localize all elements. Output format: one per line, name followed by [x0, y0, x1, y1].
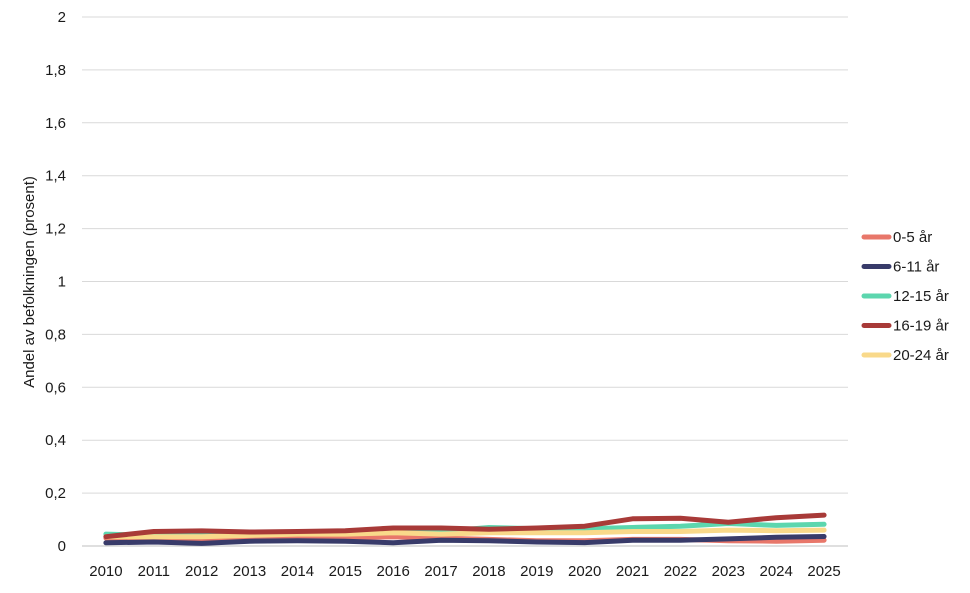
y-tick-label: 0,6 — [45, 379, 66, 396]
y-axis-title: Andel av befolkningen (prosent) — [21, 176, 38, 388]
x-tick-label: 2019 — [520, 563, 553, 580]
y-tick-label: 1,8 — [45, 62, 66, 79]
x-tick-label: 2016 — [377, 563, 410, 580]
y-tick-label: 1 — [58, 274, 66, 291]
x-tick-label: 2020 — [568, 563, 601, 580]
x-tick-label: 2011 — [138, 563, 170, 580]
y-tick-label: 1,2 — [45, 221, 66, 238]
gridlines — [82, 16, 848, 547]
y-tick-label: 0,8 — [45, 326, 66, 343]
legend-label: 6-11 år — [893, 259, 939, 276]
series-line — [103, 512, 827, 540]
x-tick-label: 2010 — [89, 563, 122, 580]
legend: 0-5 år 6-11 år 12-15 år 16-19 år 20-24 år — [861, 229, 949, 364]
x-tick-label: 2021 — [616, 563, 649, 580]
x-tick-label: 2024 — [760, 563, 793, 580]
series-line — [103, 527, 827, 540]
series-lines — [103, 512, 827, 546]
legend-label: 12-15 år — [893, 288, 949, 305]
y-tick-label: 0,4 — [45, 432, 66, 449]
x-tick-label: 2025 — [807, 563, 840, 580]
legend-label: 20-24 år — [893, 347, 949, 364]
y-tick-label: 0,2 — [45, 485, 66, 502]
series-line — [103, 534, 827, 546]
x-tick-label: 2013 — [233, 563, 266, 580]
x-tick-label: 2015 — [329, 563, 362, 580]
x-axis-ticks: 2010 2011 2012 2013 2014 2015 2016 2017 2018 2019… — [89, 563, 841, 580]
legend-label: 0-5 år — [893, 229, 932, 246]
legend-label: 16-19 år — [893, 318, 949, 335]
x-tick-label: 2018 — [472, 563, 505, 580]
y-tick-label: 1,4 — [45, 168, 66, 185]
x-tick-label: 2017 — [424, 563, 457, 580]
x-tick-label: 2022 — [664, 563, 697, 580]
y-axis-ticks: 0 0,2 0,4 0,6 0,8 1 1,2 1,4 1,6 1,8 2 — [45, 9, 66, 555]
y-tick-label: 1,6 — [45, 115, 66, 132]
x-tick-label: 2014 — [281, 563, 314, 580]
x-tick-label: 2023 — [712, 563, 745, 580]
x-tick-label: 2012 — [185, 563, 218, 580]
y-tick-label: 0 — [58, 538, 66, 555]
y-tick-label: 2 — [58, 9, 66, 26]
